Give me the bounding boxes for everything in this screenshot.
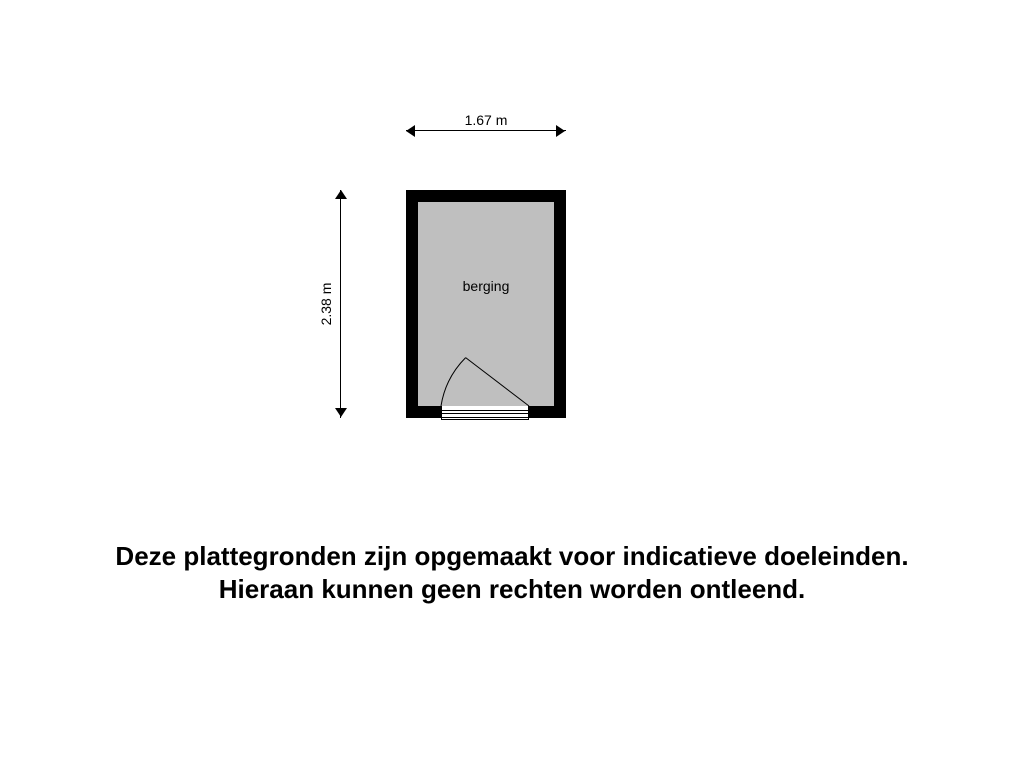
disclaimer-line2: Hieraan kunnen geen rechten worden ontle… xyxy=(219,574,806,604)
dimension-width-line xyxy=(406,130,566,131)
dimension-height-arrow-bottom xyxy=(335,408,347,417)
room-berging: berging xyxy=(406,190,566,418)
wall-right xyxy=(554,190,566,418)
dimension-height-line xyxy=(340,190,341,418)
disclaimer-line1: Deze plattegronden zijn opgemaakt voor i… xyxy=(115,541,908,571)
wall-left xyxy=(406,190,418,418)
dimension-height-arrow-top xyxy=(335,190,347,199)
dimension-height-label: 2.38 m xyxy=(318,283,334,326)
floorplan-canvas: { "canvas": { "width_px": 1024, "height_… xyxy=(0,0,1024,768)
wall-top xyxy=(406,190,566,202)
dimension-width-label: 1.67 m xyxy=(459,112,514,128)
dimension-width-arrow-right xyxy=(556,125,565,137)
door-swing-arc xyxy=(441,318,529,406)
door-sill-stripes xyxy=(441,406,529,420)
wall-bottom-left xyxy=(406,406,441,418)
wall-bottom-right xyxy=(529,406,566,418)
disclaimer-caption: Deze plattegronden zijn opgemaakt voor i… xyxy=(0,540,1024,605)
room-label: berging xyxy=(463,278,510,294)
dimension-width-arrow-left xyxy=(406,125,415,137)
